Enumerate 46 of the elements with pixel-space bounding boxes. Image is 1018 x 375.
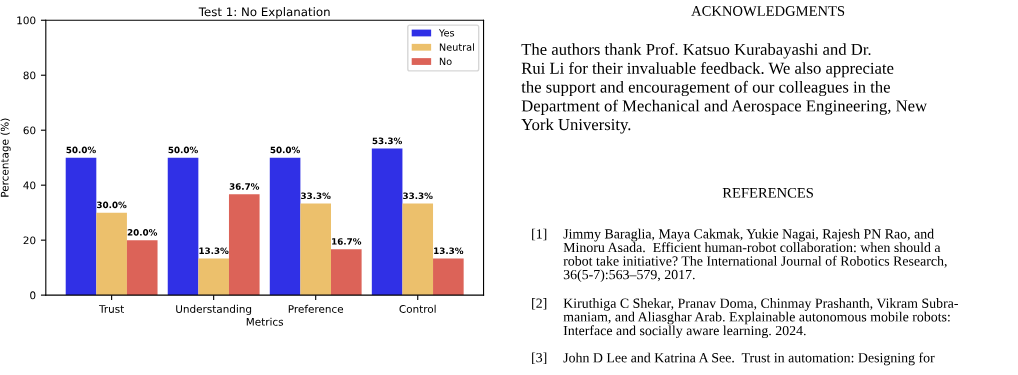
- bar: [433, 258, 464, 296]
- bar: [198, 258, 229, 296]
- y-tick-label: 40: [23, 181, 36, 190]
- data-label: 13.3%: [434, 247, 464, 255]
- x-tick-label: Control: [399, 304, 436, 313]
- data-label: 50.0%: [66, 146, 96, 154]
- bar: [371, 148, 403, 296]
- legend-label: No: [439, 57, 452, 66]
- data-label: 16.7%: [332, 238, 362, 245]
- y-tick-label: 100: [17, 16, 36, 25]
- y-tick-label: 80: [23, 71, 36, 80]
- bar: [126, 240, 158, 296]
- data-label: 36.7%: [229, 183, 260, 190]
- bar: [96, 212, 127, 296]
- y-tick-label: 60: [23, 126, 36, 135]
- legend-label: Yes: [438, 29, 455, 37]
- text: The authors thank Prof. Katsuo Kurabayashi and Dr. Rui Li for their invaluable feedback. We also appreciate the support and encouragement of our colleagues in the Department of Mechanical and Aerospace Engineering, New York University.: [521, 43, 927, 134]
- text: [3] John D Lee and Katrina A See. Trust in automation: Designing for: [532, 352, 935, 366]
- bar: [402, 203, 434, 296]
- x-tick-label: Understanding: [176, 304, 252, 315]
- bar: [65, 157, 97, 296]
- bar: [228, 194, 260, 296]
- bar: [269, 157, 301, 296]
- data-label: 33.3%: [301, 192, 331, 200]
- x-axis-title: Metrics: [246, 317, 284, 326]
- bar: [167, 157, 199, 296]
- text: [1] Jimmy Baraglia, Maya Cakmak, Yukie Nagai, Rajesh PN Rao, and Minoru Asada. Efficient human-robot collaboration: when should a robot take initiative? The International Journal of Robotics Research, 36(5-7):563–579, 2017.: [532, 228, 947, 283]
- data-label: 13.3%: [199, 247, 229, 255]
- y-tick-label: 20: [23, 236, 36, 245]
- bar: [300, 203, 331, 296]
- data-label: 50.0%: [168, 146, 198, 154]
- text: ACKNOWLEDGMENTS: [691, 6, 845, 16]
- bar: [331, 249, 362, 296]
- text: [2] Kiruthiga C Shekar, Pranav Doma, Chinmay Prashanth, Vikram Subra- maniam, and Aliasghar Arab. Explainable autonomous mobile robots: Interface and socially aware learning. 2024.: [532, 298, 958, 339]
- y-axis-title: Percentage (%): [0, 118, 11, 197]
- data-label: 30.0%: [97, 201, 127, 209]
- x-tick-label: Trust: [98, 305, 124, 313]
- x-tick-label: Preference: [288, 304, 344, 313]
- legend-label: Neutral: [439, 43, 474, 51]
- chart-title: Test 1: No Explanation: [198, 7, 330, 19]
- data-label: 33.3%: [403, 192, 433, 200]
- data-label: 53.3%: [372, 137, 403, 145]
- data-label: 50.0%: [270, 146, 300, 154]
- data-label: 20.0%: [127, 229, 158, 236]
- y-tick-label: 0: [30, 291, 36, 300]
- text: REFERENCES: [722, 187, 813, 198]
